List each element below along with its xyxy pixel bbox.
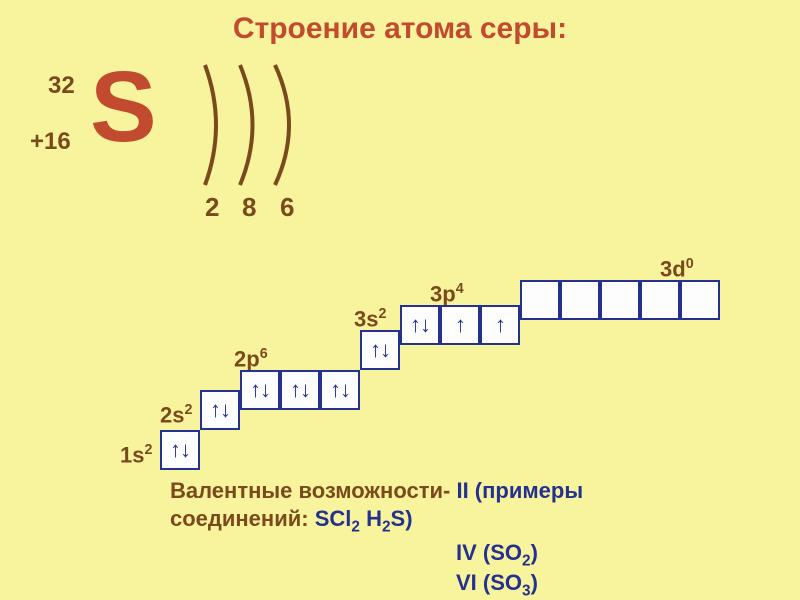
shell-arcs: [185, 55, 365, 205]
orbital-cell: ↑↓: [400, 305, 440, 345]
orbital-label-2p: 2p6: [234, 346, 268, 372]
electron-pair-icon: ↑↓: [290, 377, 310, 403]
orbital-label-3s: 3s2: [354, 306, 386, 332]
orbital-label-2s: 2s2: [160, 402, 192, 428]
orbital-cell: ↑↓: [360, 330, 400, 370]
electron-pair-icon: ↑↓: [410, 312, 430, 338]
electron-pair-icon: ↑↓: [330, 377, 350, 403]
element-symbol: S: [90, 51, 157, 163]
orbital-cell: ↑↓: [200, 390, 240, 430]
orbital-cell: ↑↓: [280, 370, 320, 410]
electron-pair-icon: ↑↓: [250, 377, 270, 403]
electron-pair-icon: ↑↓: [170, 437, 190, 463]
valence-vi: VI (SO3): [456, 570, 538, 600]
orbital-label-3d: 3d0: [660, 256, 694, 282]
orbital-cell: ↑↓: [160, 430, 200, 470]
shell-count-2: 8: [242, 192, 256, 223]
orbital-cell: [680, 280, 720, 320]
orbital-cell: [520, 280, 560, 320]
orbital-cell: [640, 280, 680, 320]
orbital-label-1s: 1s2: [120, 442, 152, 468]
electron-pair-icon: ↑↓: [210, 397, 230, 423]
page-title: Строение атома серы:: [0, 12, 800, 46]
mass-number: 32: [48, 72, 75, 100]
orbital-cell: ↑↓: [240, 370, 280, 410]
electron-up-icon: ↑: [495, 312, 505, 338]
valence-iv: IV (SO2): [456, 540, 538, 570]
electron-pair-icon: ↑↓: [370, 337, 390, 363]
orbital-cell: ↑: [480, 305, 520, 345]
valence-line-1: Валентные возможности- II (примеры: [170, 478, 583, 504]
shell-count-3: 6: [280, 192, 294, 223]
orbital-cell: [600, 280, 640, 320]
atomic-charge: +16: [30, 128, 71, 156]
orbital-cell: ↑↓: [320, 370, 360, 410]
orbital-cell: [560, 280, 600, 320]
orbital-cell: ↑: [440, 305, 480, 345]
electron-up-icon: ↑: [455, 312, 465, 338]
shell-count-1: 2: [205, 192, 219, 223]
valence-line-2: соединений: SCl2 H2S): [170, 506, 413, 536]
orbital-label-3p: 3p4: [430, 281, 464, 307]
orbital-diagram: 1s2↑↓2s2↑↓2p6↑↓↑↓↑↓3s2↑↓3p4↑↓↑↑3d0: [0, 235, 800, 475]
